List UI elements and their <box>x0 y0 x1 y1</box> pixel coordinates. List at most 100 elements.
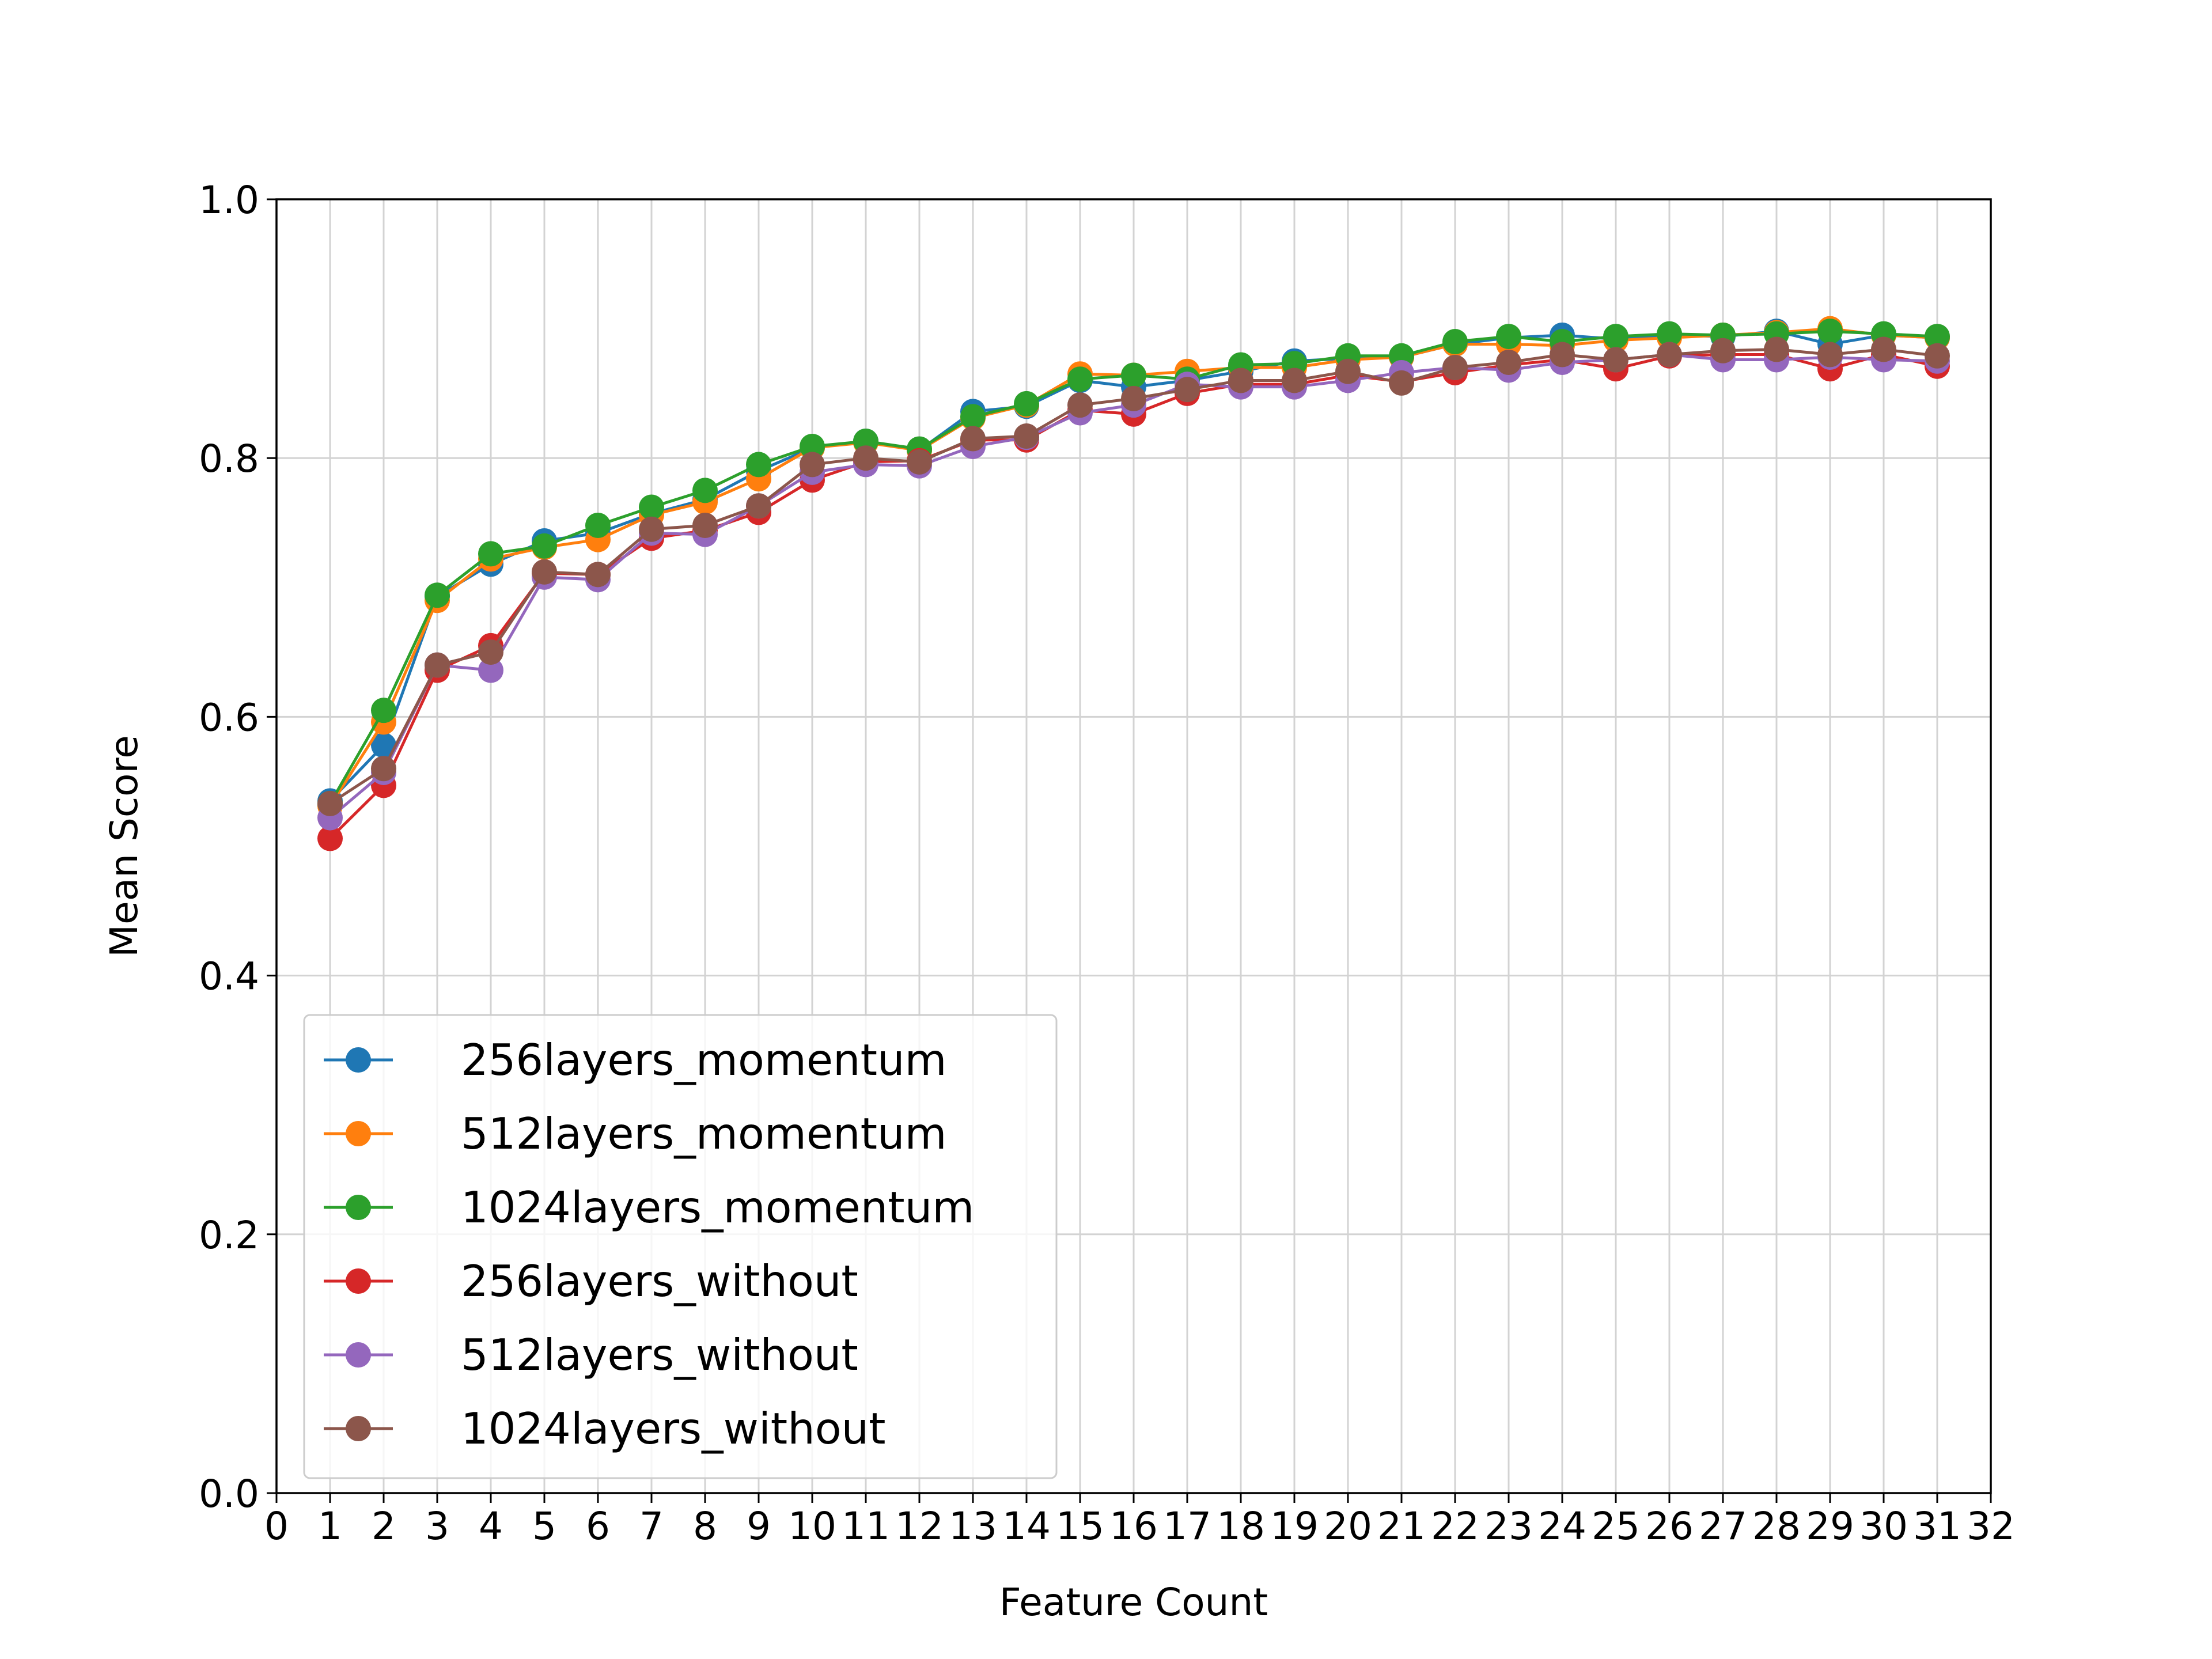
data-point <box>1871 336 1896 362</box>
data-point <box>1335 358 1361 384</box>
legend-marker <box>346 1195 371 1220</box>
data-point <box>585 512 611 538</box>
data-point <box>478 639 503 665</box>
data-point <box>1550 342 1575 368</box>
legend-entry: 512layers_momentum <box>324 1108 947 1159</box>
data-point <box>907 449 932 475</box>
data-point <box>1282 368 1307 393</box>
y-tick-label: 0.6 <box>199 695 259 740</box>
x-tick-label: 11 <box>842 1504 890 1548</box>
y-tick-label: 0.2 <box>199 1213 259 1257</box>
data-point <box>800 433 825 459</box>
x-axis: 0 1 2 3 4 5 6 7 8 9 10 11 12 13 14 15 16 17 18 19 20 21 22 23 24… <box>264 1493 2015 1548</box>
y-tick-label: 0.8 <box>199 437 259 481</box>
x-tick-label: 12 <box>895 1504 944 1548</box>
data-point <box>1389 370 1414 396</box>
x-tick-label: 7 <box>639 1504 664 1548</box>
data-point <box>425 582 450 608</box>
data-point <box>746 493 771 519</box>
legend-box <box>303 1014 1058 1479</box>
data-point <box>1764 336 1789 362</box>
x-tick-label: 24 <box>1538 1504 1586 1548</box>
legend-marker <box>346 1047 371 1073</box>
data-point <box>1067 392 1093 418</box>
x-tick-label: 6 <box>586 1504 610 1548</box>
x-tick-label: 4 <box>479 1504 503 1548</box>
x-tick-label: 20 <box>1324 1504 1372 1548</box>
x-tick-label: 32 <box>1967 1504 2015 1548</box>
data-point <box>1710 338 1736 363</box>
x-tick-label: 13 <box>949 1504 997 1548</box>
data-point <box>1603 347 1628 373</box>
x-tick-label: 23 <box>1484 1504 1533 1548</box>
data-point <box>1657 342 1682 368</box>
x-tick-label: 27 <box>1699 1504 1747 1548</box>
legend-marker <box>346 1342 371 1368</box>
data-point <box>1817 319 1843 344</box>
data-point <box>478 657 503 683</box>
data-point <box>371 756 396 782</box>
data-point <box>1817 342 1843 368</box>
data-point <box>692 478 718 503</box>
x-tick-label: 2 <box>372 1504 396 1548</box>
x-tick-label: 22 <box>1431 1504 1479 1548</box>
y-axis-title: Mean Score <box>102 735 146 957</box>
legend-label: 512layers_without <box>461 1330 858 1380</box>
data-point <box>1925 343 1950 369</box>
data-point <box>371 698 396 724</box>
series-1024layers_without <box>317 336 1950 816</box>
legend-entry: 256layers_without <box>324 1256 858 1306</box>
data-point <box>317 790 343 816</box>
data-point <box>425 652 450 678</box>
legend-label: 1024layers_momentum <box>461 1182 974 1233</box>
data-point <box>1496 324 1521 350</box>
data-point <box>1067 366 1093 392</box>
data-point <box>532 559 557 585</box>
data-point <box>639 494 664 520</box>
y-tick-label: 0.4 <box>199 955 259 999</box>
data-point <box>585 562 611 588</box>
data-point <box>1121 385 1146 411</box>
data-point <box>960 404 986 430</box>
legend-entry: 1024layers_without <box>324 1403 886 1454</box>
y-axis: 0.0 0.2 0.4 0.6 0.8 1.0 <box>199 178 276 1516</box>
x-tick-label: 8 <box>693 1504 717 1548</box>
x-tick-label: 18 <box>1217 1504 1265 1548</box>
data-point <box>317 825 343 851</box>
legend-label: 256layers_momentum <box>461 1035 947 1085</box>
x-tick-label: 29 <box>1806 1504 1854 1548</box>
x-tick-label: 16 <box>1109 1504 1158 1548</box>
x-axis-title: Feature Count <box>999 1580 1268 1624</box>
legend-marker <box>346 1121 371 1146</box>
x-tick-label: 14 <box>1002 1504 1051 1548</box>
data-point <box>1925 324 1950 350</box>
x-tick-label: 26 <box>1645 1504 1694 1548</box>
data-point <box>800 452 825 478</box>
legend-marker <box>346 1268 371 1294</box>
legend-label: 1024layers_without <box>461 1403 886 1454</box>
x-tick-label: 25 <box>1592 1504 1640 1548</box>
legend: 256layers_momentum 512layers_momentum 1024… <box>303 1014 1058 1479</box>
x-tick-label: 0 <box>264 1504 289 1548</box>
x-tick-label: 19 <box>1270 1504 1319 1548</box>
data-point <box>1228 368 1253 393</box>
data-point <box>1603 324 1628 350</box>
data-point <box>960 426 986 452</box>
legend-entry: 256layers_momentum <box>324 1035 947 1085</box>
x-tick-label: 15 <box>1056 1504 1104 1548</box>
series-group <box>317 316 1950 851</box>
x-tick-label: 3 <box>425 1504 449 1548</box>
x-tick-label: 30 <box>1859 1504 1908 1548</box>
legend-entry: 1024layers_momentum <box>324 1182 974 1233</box>
x-tick-label: 31 <box>1913 1504 1961 1548</box>
data-point <box>692 512 718 538</box>
legend-entry: 512layers_without <box>324 1330 858 1380</box>
data-point <box>1442 354 1468 380</box>
y-tick-label: 1.0 <box>199 178 259 222</box>
legend-marker <box>346 1416 371 1441</box>
x-tick-label: 1 <box>318 1504 342 1548</box>
y-tick-label: 0.0 <box>199 1472 259 1516</box>
data-point <box>1014 391 1039 416</box>
data-point <box>1442 329 1468 355</box>
